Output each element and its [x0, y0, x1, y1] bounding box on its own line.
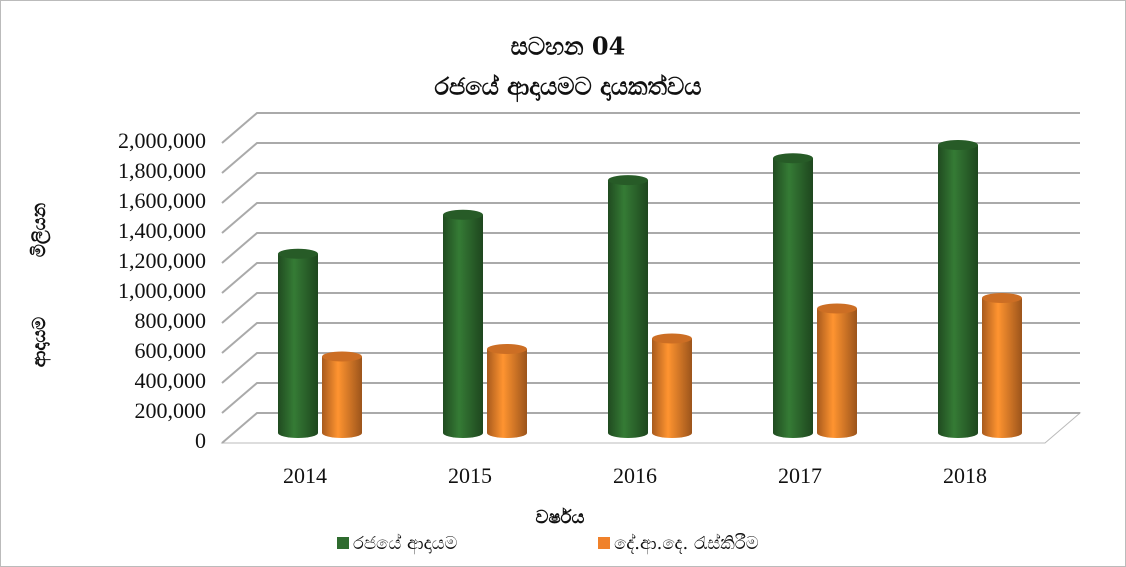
- x-tick-label: 2014: [283, 463, 327, 488]
- bar: [487, 349, 527, 438]
- y-tick-label: 1,600,000: [118, 188, 206, 213]
- y-tick-label: 600,000: [135, 338, 207, 363]
- x-tick-label: 2017: [778, 463, 822, 488]
- x-tick-label: 2015: [448, 463, 492, 488]
- y-tick-label: 400,000: [135, 368, 207, 393]
- bar: [652, 338, 692, 438]
- legend-swatch: [598, 537, 610, 549]
- bar-top: [773, 153, 813, 164]
- y-tick-label: 200,000: [135, 398, 207, 423]
- y-tick-label: 2,000,000: [118, 128, 206, 153]
- y-tick-label: 1,400,000: [118, 218, 206, 243]
- chart-subtitle: රජයේ ආදායමට දායකත්වය: [434, 72, 701, 103]
- bar-top: [608, 175, 648, 186]
- y-tick-label: 0: [195, 428, 206, 453]
- bar-top: [938, 140, 978, 150]
- y-tick-label: 1,800,000: [118, 158, 206, 183]
- x-tick-label: 2018: [943, 463, 987, 488]
- bar-top: [322, 351, 362, 362]
- bar-top: [443, 209, 483, 220]
- y-label-lower: ආදායම: [29, 317, 51, 368]
- grid-line: [221, 142, 1080, 174]
- bar: [773, 158, 813, 438]
- y-tick-label: 1,000,000: [118, 278, 206, 303]
- bar: [322, 356, 362, 438]
- bar-top: [817, 303, 857, 314]
- chart-title: සටහන 04: [511, 32, 626, 61]
- bar-top: [982, 293, 1022, 303]
- bar-top: [652, 333, 692, 344]
- x-axis-label: වර්ෂය: [536, 506, 585, 528]
- bar: [443, 214, 483, 438]
- legend-label: දේ.ආ.දෙ. රැස්කිරීම: [614, 533, 759, 555]
- legend-label: රජයේ ආදායම: [353, 533, 458, 555]
- bar: [938, 145, 978, 438]
- y-tick-label: 1,200,000: [118, 248, 206, 273]
- bar: [278, 253, 318, 438]
- bar: [608, 180, 648, 438]
- grid-line: [221, 112, 1080, 144]
- bar-top: [487, 344, 527, 354]
- bar: [982, 298, 1022, 438]
- legend-swatch: [337, 537, 349, 549]
- y-label-upper: මිලියන: [29, 202, 51, 257]
- x-tick-label: 2016: [613, 463, 657, 488]
- bar-top: [278, 248, 318, 259]
- y-tick-label: 800,000: [135, 308, 207, 333]
- bar: [817, 308, 857, 438]
